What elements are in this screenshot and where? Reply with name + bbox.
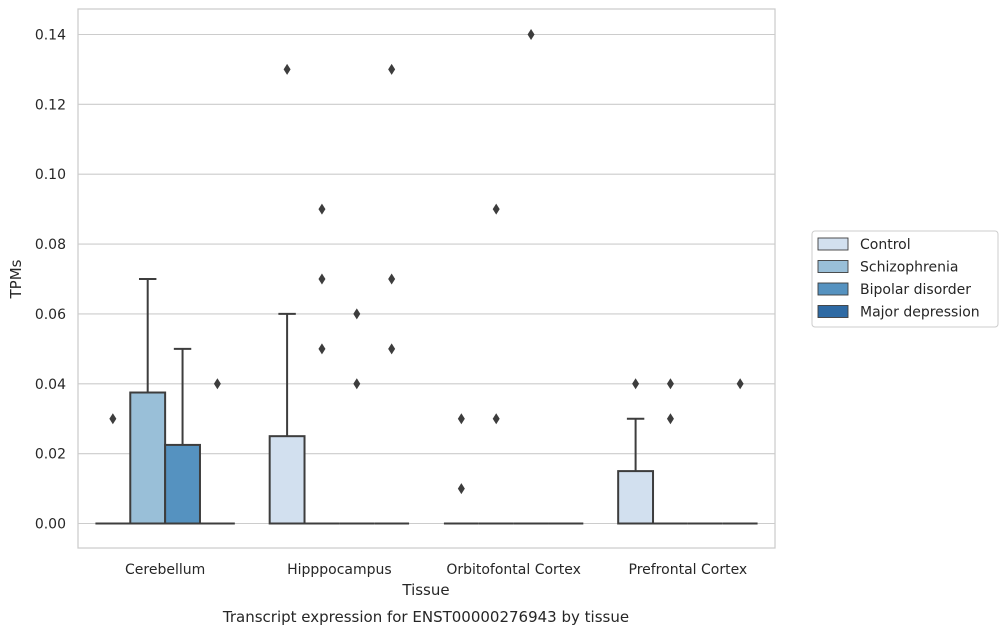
y-tick-label: 0.06 <box>35 307 66 323</box>
box-body <box>164 443 201 525</box>
box-major-depression <box>374 63 410 525</box>
box-bipolar-disorder <box>339 308 375 525</box>
box-control <box>443 413 479 525</box>
outlier-point <box>353 308 361 320</box>
box-bipolar-disorder <box>513 29 549 525</box>
x-axis-ticks: Cerebellum Hipppocampus Orbitofontal Corte… <box>125 562 747 578</box>
outlier-point <box>388 63 396 75</box>
outlier-point <box>318 343 326 355</box>
outlier-point <box>318 273 326 285</box>
y-tick-label: 0.12 <box>35 97 66 113</box>
legend-entry-label: Control <box>860 237 911 253</box>
x-tick-label: Prefrontal Cortex <box>629 562 748 578</box>
y-tick-label: 0.00 <box>35 517 66 533</box>
x-axis-title: Tissue <box>401 581 449 599</box>
boxes <box>95 29 758 525</box>
outlier-point <box>457 413 465 425</box>
y-tick-label: 0.10 <box>35 167 66 183</box>
box-body <box>129 391 167 525</box>
box-body <box>268 435 306 525</box>
x-tick-label: Orbitofontal Cortex <box>446 562 581 578</box>
box-schizophrenia <box>304 203 340 525</box>
outlier-point <box>666 413 674 425</box>
legend: Control Schizophrenia Bipolar disorder Majo… <box>811 230 999 328</box>
outlier-point <box>388 343 396 355</box>
outlier-point <box>283 63 291 75</box>
outlier-point <box>457 483 465 495</box>
box-body <box>617 470 655 525</box>
outlier-point <box>109 413 117 425</box>
y-axis-ticks: 0.00 0.02 0.04 0.06 0.08 0.10 0.12 0.14 <box>35 28 66 533</box>
legend-entry-label: Major depression <box>860 305 980 321</box>
legend-swatch <box>817 237 849 251</box>
outlier-point <box>736 378 744 390</box>
legend-entry-label: Schizophrenia <box>860 260 958 276</box>
legend-entry-label: Bipolar disorder <box>860 282 971 298</box>
box-major-depression <box>199 378 235 525</box>
plot-area-frame <box>77 8 776 549</box>
y-tick-label: 0.02 <box>35 447 66 463</box>
outlier-point <box>318 203 326 215</box>
y-tick-label: 0.14 <box>35 28 66 44</box>
box-major-depression <box>722 378 758 525</box>
outlier-point <box>388 273 396 285</box>
outlier-point <box>492 413 500 425</box>
x-tick-label: Cerebellum <box>125 562 205 578</box>
box-schizophrenia <box>129 278 167 525</box>
x-tick-label: Hipppocampus <box>287 562 392 578</box>
outlier-point <box>213 378 221 390</box>
legend-swatch <box>817 260 849 273</box>
y-axis-title: TPMs <box>7 259 25 299</box>
legend-frame <box>811 230 999 328</box>
box-schizophrenia <box>653 378 688 525</box>
outlier-point <box>492 203 500 215</box>
legend-swatch <box>817 282 849 296</box>
box-schizophrenia <box>478 203 514 525</box>
chart-caption: Transcript expression for ENST0000027694… <box>222 608 629 626</box>
outlier-point <box>632 378 640 390</box>
outlier-point <box>527 29 535 40</box>
y-tick-label: 0.08 <box>35 237 66 253</box>
box-control <box>95 413 131 525</box>
box-control <box>617 378 655 525</box>
outlier-point <box>666 378 674 390</box>
outlier-point <box>353 378 361 390</box>
y-tick-label: 0.04 <box>35 377 66 393</box>
box-control <box>268 63 306 525</box>
box-bipolar-disorder <box>164 347 201 525</box>
legend-swatch <box>817 305 849 318</box>
